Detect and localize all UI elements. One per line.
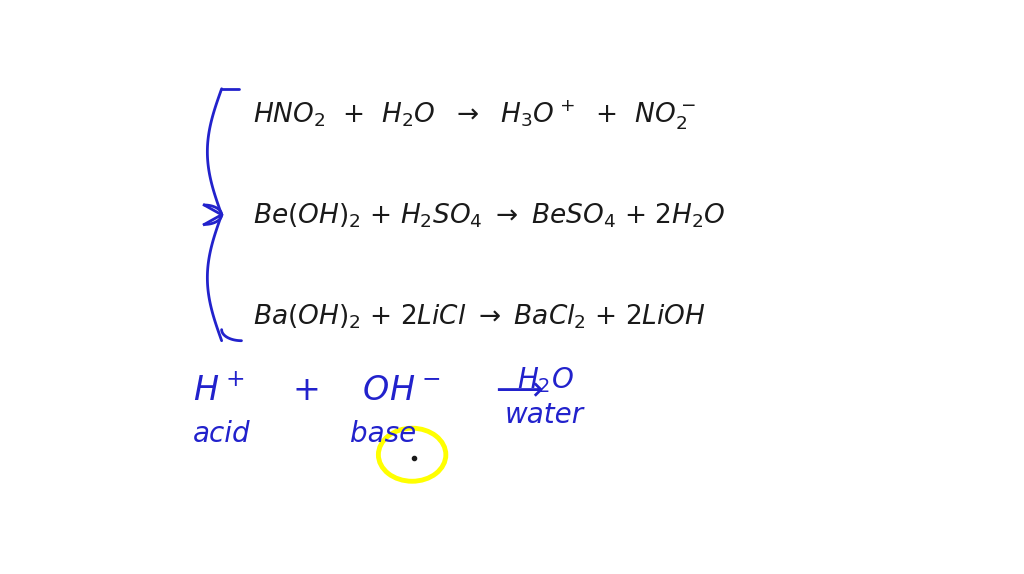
Text: base: base — [350, 420, 417, 448]
Text: $H_2O$: $H_2O$ — [517, 366, 573, 395]
Text: $Ba(OH)_2$ + $2LiCl$ $\rightarrow$ $BaCl_2$ + $2LiOH$: $Ba(OH)_2$ + $2LiCl$ $\rightarrow$ $BaCl… — [253, 302, 707, 331]
Text: $H^+$    +    $OH^-$    $\longrightarrow$: $H^+$ + $OH^-$ $\longrightarrow$ — [194, 375, 544, 408]
Text: $HNO_2$  +  $H_2O$  $\rightarrow$  $H_3O^+$  +  $NO_2^-$: $HNO_2$ + $H_2O$ $\rightarrow$ $H_3O^+$ … — [253, 98, 696, 132]
Text: $Be(OH)_2$ + $H_2SO_4$ $\rightarrow$ $BeSO_4$ + $2H_2O$: $Be(OH)_2$ + $H_2SO_4$ $\rightarrow$ $Be… — [253, 201, 726, 230]
Text: water: water — [505, 401, 584, 429]
Text: acid: acid — [194, 420, 251, 448]
